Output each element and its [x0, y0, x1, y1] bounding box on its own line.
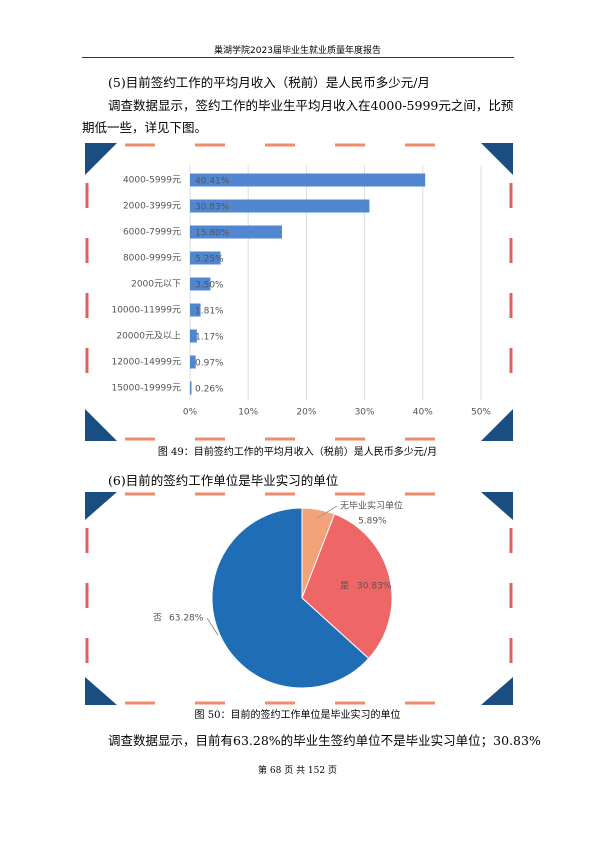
data-label: 0.97% [195, 359, 224, 369]
header-rule [82, 57, 514, 58]
corner [85, 409, 117, 441]
data-label: 63.28% [169, 614, 204, 624]
x-tick-label: 10% [238, 408, 258, 418]
corner [85, 492, 117, 520]
y-tick-label: 4000-5999元 [123, 176, 181, 186]
bar [190, 329, 197, 343]
bar [190, 225, 282, 239]
corner [481, 409, 513, 441]
header-title: 巢湖学院2023届毕业生就业质量年度报告 [214, 46, 381, 56]
bar [190, 199, 370, 213]
bar [190, 355, 196, 369]
corner [481, 492, 513, 520]
heading: (5)目前签约工作的平均月收入（税前）是人民币多少元/月 [108, 75, 430, 90]
pie-slice [301, 513, 393, 660]
bar [190, 277, 211, 291]
x-tick-label: 30% [355, 408, 375, 418]
bar [190, 251, 221, 265]
footer-page: 第 68 页 共 152 页 [258, 766, 337, 776]
y-tick-label: 6000-7999元 [123, 228, 181, 238]
pie-chart: 无毕业实习单位 5.89% 是 30.83% 否 63.28% [85, 492, 513, 705]
data-label: 1.17% [195, 333, 224, 343]
paragraph: 调查数据显示，签约工作的毕业生平均月收入在4000-5999元之间，比预期低一些… [82, 98, 514, 135]
y-tick-label: 2000-3999元 [123, 202, 181, 212]
y-tick-label: 15000-19999元 [111, 384, 181, 394]
x-tick-label: 20% [296, 408, 316, 418]
bar [190, 381, 192, 395]
paragraph: 调查数据显示，目前有63.28%的毕业生签约单位不是毕业实习单位；30.83% [108, 733, 541, 748]
bar [190, 173, 426, 187]
x-tick-label: 0% [183, 408, 198, 418]
y-tick-label: 20000元及以上 [116, 331, 181, 342]
bar [190, 303, 201, 317]
pie-slice [211, 507, 370, 689]
data-label: 40.41% [195, 177, 230, 187]
data-label: 30.83% [357, 582, 392, 592]
x-tick-label: 40% [413, 408, 433, 418]
corner [85, 677, 117, 705]
leader-line [206, 617, 219, 636]
caption: 图 50：目前的签约工作单位是毕业实习的单位 [194, 710, 401, 721]
data-label: 5.89% [358, 517, 387, 527]
caption: 图 49：目前签约工作的平均月收入（税前）是人民币多少元/月 [157, 447, 438, 458]
slice-name: 无毕业实习单位 [340, 500, 403, 512]
data-label: 0.26% [195, 385, 224, 395]
data-label: 1.81% [195, 307, 224, 317]
slice-name: 否 [153, 613, 162, 624]
leader-line [316, 505, 338, 519]
frame [85, 143, 513, 441]
y-tick-label: 12000-14999元 [111, 358, 181, 368]
data-label: 5.25% [195, 255, 224, 265]
corner [85, 143, 117, 175]
y-tick-label: 2000元以下 [131, 280, 181, 290]
data-label: 15.80% [195, 229, 230, 239]
corner [481, 677, 513, 705]
y-tick-label: 10000-11999元 [111, 306, 181, 316]
heading: (6)目前的签约工作单位是毕业实习的单位 [108, 473, 339, 488]
data-label: 30.83% [195, 203, 230, 213]
data-label: 3.50% [195, 281, 224, 291]
y-tick-label: 8000-9999元 [123, 254, 181, 264]
corner [481, 143, 513, 175]
slice-name: 是 [340, 581, 349, 592]
bar-chart: 0% 10% 20% 30% 40% 50% 4000-5999元 40.41% 2000-39… [85, 143, 513, 441]
x-tick-label: 50% [471, 408, 491, 418]
